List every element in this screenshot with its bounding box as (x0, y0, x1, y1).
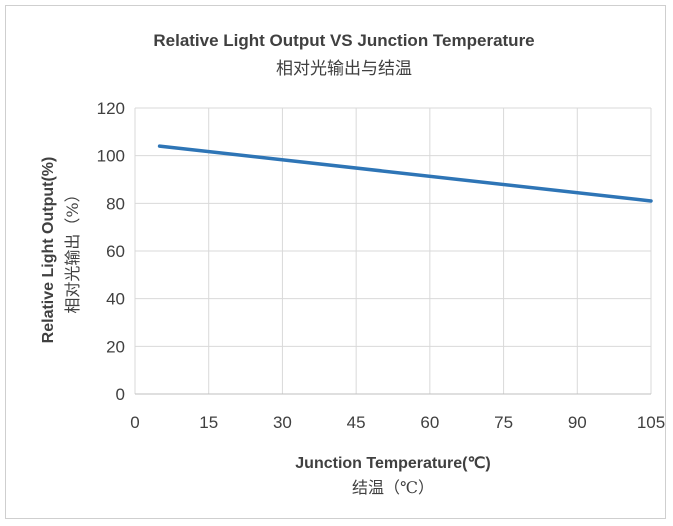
x-tick-label: 90 (568, 413, 587, 432)
x-tick-label: 60 (420, 413, 439, 432)
x-tick-label: 75 (494, 413, 513, 432)
gridlines (134, 107, 652, 395)
chart-frame (5, 5, 666, 519)
x-axis-label-cn: 结温（℃） (352, 478, 434, 497)
series-group (157, 144, 653, 203)
y-tick-label: 20 (106, 337, 125, 356)
series-line (157, 144, 653, 203)
chart-subtitle: 相对光输出与结温 (276, 59, 412, 79)
y-tick-label: 0 (116, 385, 125, 404)
x-tick-labels: 0 15 30 45 60 75 90 105 (130, 413, 665, 432)
y-tick-labels: 0 20 40 60 80 100 120 (97, 99, 125, 404)
y-tick-label: 40 (106, 290, 125, 309)
y-axis-label: Relative Light Output(%) (40, 157, 57, 344)
x-tick-label: 15 (199, 413, 218, 432)
x-axis-label: Junction Temperature(℃) (295, 455, 490, 472)
y-tick-label: 100 (97, 147, 125, 166)
y-tick-label: 60 (106, 242, 125, 261)
x-tick-label: 0 (130, 413, 139, 432)
chart-title: Relative Light Output VS Junction Temper… (153, 31, 534, 50)
y-tick-label: 120 (97, 99, 125, 118)
y-tick-label: 80 (106, 194, 125, 213)
x-tick-label: 105 (637, 413, 665, 432)
x-tick-label: 30 (273, 413, 292, 432)
x-tick-label: 45 (347, 413, 366, 432)
y-axis-label-cn: 相对光输出（%） (63, 186, 82, 313)
